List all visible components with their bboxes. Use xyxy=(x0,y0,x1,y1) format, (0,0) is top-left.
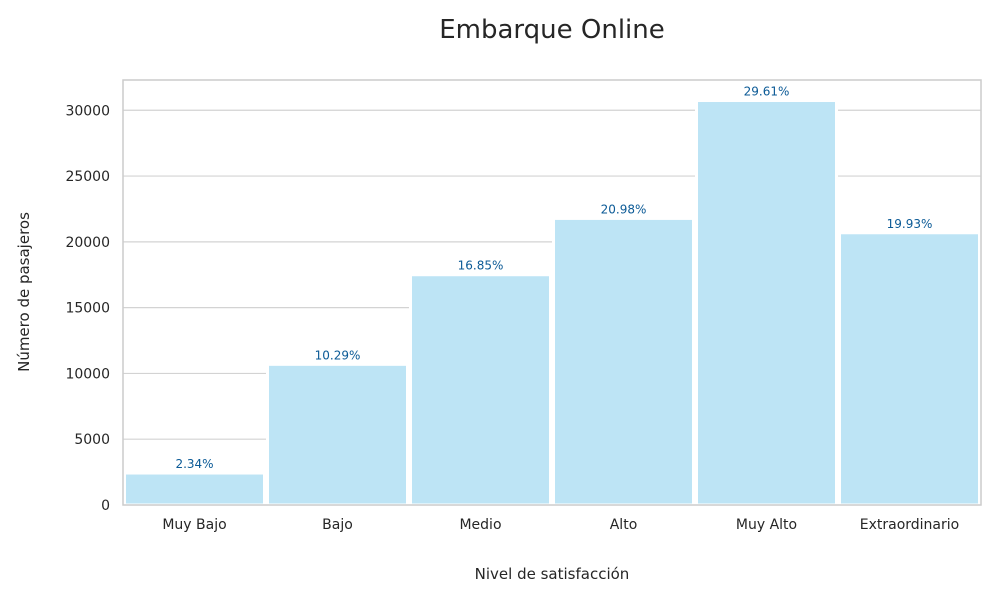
y-tick-label: 10000 xyxy=(65,366,110,382)
plot-area-frame xyxy=(122,79,982,506)
bars xyxy=(123,99,981,507)
x-axis-ticks: Muy Bajo Bajo Medio Alto Muy Alto Extraordina… xyxy=(162,517,959,533)
y-tick-label: 0 xyxy=(101,498,110,514)
data-label: 29.61% xyxy=(744,85,790,99)
data-label: 2.34% xyxy=(175,457,213,471)
y-tick-label: 20000 xyxy=(65,235,110,251)
x-tick-label: Extraordinario xyxy=(860,517,959,533)
data-labels: 2.34% 10.29% 16.85% 20.98% 29.61% 19.93% xyxy=(175,85,933,471)
data-label: 19.93% xyxy=(887,217,933,231)
y-tick-label: 30000 xyxy=(65,103,110,119)
bar-muy-alto xyxy=(695,99,838,507)
y-tick-label: 25000 xyxy=(65,169,110,185)
x-tick-label: Muy Alto xyxy=(736,517,797,533)
y-tick-label: 5000 xyxy=(74,432,110,448)
bar-extraordinario xyxy=(838,231,981,507)
data-label: 20.98% xyxy=(601,202,647,216)
x-axis-label: Nivel de satisfacción xyxy=(475,565,630,583)
bar-alto xyxy=(552,216,695,507)
bar-medio xyxy=(409,273,552,507)
x-tick-label: Muy Bajo xyxy=(162,517,226,533)
y-axis-label: Número de pasajeros xyxy=(15,212,33,372)
data-label: 16.85% xyxy=(458,259,504,273)
x-tick-label: Bajo xyxy=(322,517,353,533)
x-tick-label: Alto xyxy=(610,517,638,533)
data-label: 10.29% xyxy=(315,348,361,362)
bar-muy-bajo xyxy=(123,471,266,507)
x-tick-label: Medio xyxy=(459,517,501,533)
y-tick-label: 15000 xyxy=(65,301,110,317)
y-axis-ticks: 0 5000 10000 15000 20000 25000 30000 xyxy=(65,103,110,514)
chart-title: Embarque Online xyxy=(439,15,665,45)
bar-bajo xyxy=(266,362,409,507)
